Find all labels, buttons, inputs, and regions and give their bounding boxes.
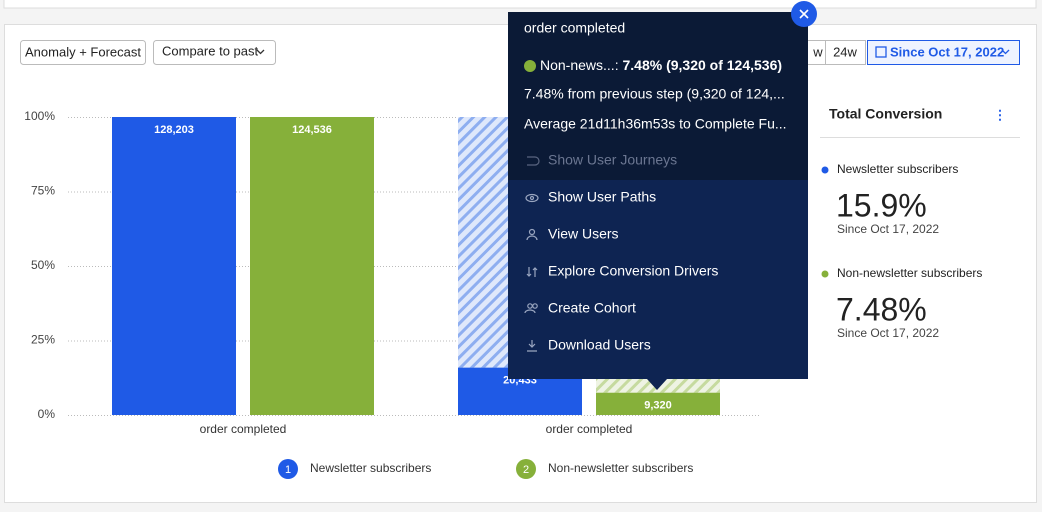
button-label: Anomaly + Forecast — [25, 44, 141, 59]
x-tick-label: order completed — [546, 422, 633, 436]
legend-label: Newsletter subscribers — [310, 461, 431, 475]
tooltip-line: Average 21d11h36m53s to Complete Fu... — [524, 116, 787, 132]
legend-dot — [821, 270, 829, 278]
more-icon[interactable]: ⋮ — [994, 107, 1007, 122]
legend-index: 1 — [285, 464, 291, 476]
close-icon — [799, 9, 809, 19]
summary-since: Since Oct 17, 2022 — [837, 222, 939, 236]
menu-item[interactable]: Create Cohort — [548, 300, 636, 316]
value-label: 9,320 — [644, 400, 672, 412]
summary-value: 15.9% — [836, 187, 927, 223]
tooltip-series: Non-news...: 7.48% (9,320 of 124,536) — [540, 57, 782, 73]
range-label: w — [812, 44, 823, 59]
tooltip-title: order completed — [524, 20, 625, 36]
tooltip-arrow — [647, 379, 667, 390]
chevron — [1001, 49, 1010, 55]
legend-marker — [516, 459, 536, 479]
summary-name: Non-newsletter subscribers — [837, 266, 982, 280]
chevron — [256, 49, 265, 55]
legend-marker — [278, 459, 298, 479]
legend-label: Non-newsletter subscribers — [548, 461, 693, 475]
summary-name: Newsletter subscribers — [837, 162, 958, 176]
dropdown[interactable] — [153, 40, 276, 65]
y-tick-label: 50% — [31, 258, 55, 272]
bar — [112, 117, 236, 415]
menu-item[interactable]: Download Users — [548, 337, 651, 353]
button[interactable] — [20, 40, 146, 65]
date-label: Since Oct 17, 2022 — [890, 44, 1004, 59]
x-tick-label: order completed — [200, 422, 287, 436]
tooltip-line: 7.48% from previous step (9,320 of 124,.… — [524, 86, 785, 102]
summary-since: Since Oct 17, 2022 — [837, 326, 939, 340]
top-panel — [3, 0, 1037, 9]
date-button[interactable] — [867, 40, 1020, 65]
y-tick-label: 0% — [38, 407, 56, 421]
range-label: 24w — [833, 44, 857, 59]
summary-value: 7.48% — [836, 291, 927, 327]
menu-icons — [524, 156, 540, 352]
value-label: 128,203 — [154, 124, 194, 136]
range-button[interactable] — [825, 40, 866, 65]
menu-area — [508, 180, 808, 379]
menu-item[interactable]: View Users — [548, 226, 619, 242]
bar — [250, 117, 374, 415]
tooltip: order completed Non-news...: 7.48% (9,32… — [508, 1, 817, 390]
series-value: 7.48% (9,320 of 124,536) — [622, 57, 782, 73]
bar — [596, 392, 720, 415]
series-dot — [524, 60, 536, 72]
summary-title: Total Conversion — [829, 106, 942, 122]
y-tick-label: 100% — [24, 109, 55, 123]
menu-item[interactable]: Show User Paths — [548, 189, 656, 205]
menu-item[interactable]: Explore Conversion Drivers — [548, 263, 718, 279]
y-tick-label: 25% — [31, 333, 55, 347]
dropdown-label: Compare to past — [162, 43, 258, 58]
calendar-icon — [875, 46, 887, 58]
legend-dot — [821, 166, 829, 174]
value-label: 124,536 — [292, 124, 332, 136]
menu-item: Show User Journeys — [548, 152, 677, 168]
y-tick-label: 75% — [31, 184, 55, 198]
series-label: Non-news...: — [540, 57, 619, 73]
legend-index: 2 — [523, 464, 529, 476]
